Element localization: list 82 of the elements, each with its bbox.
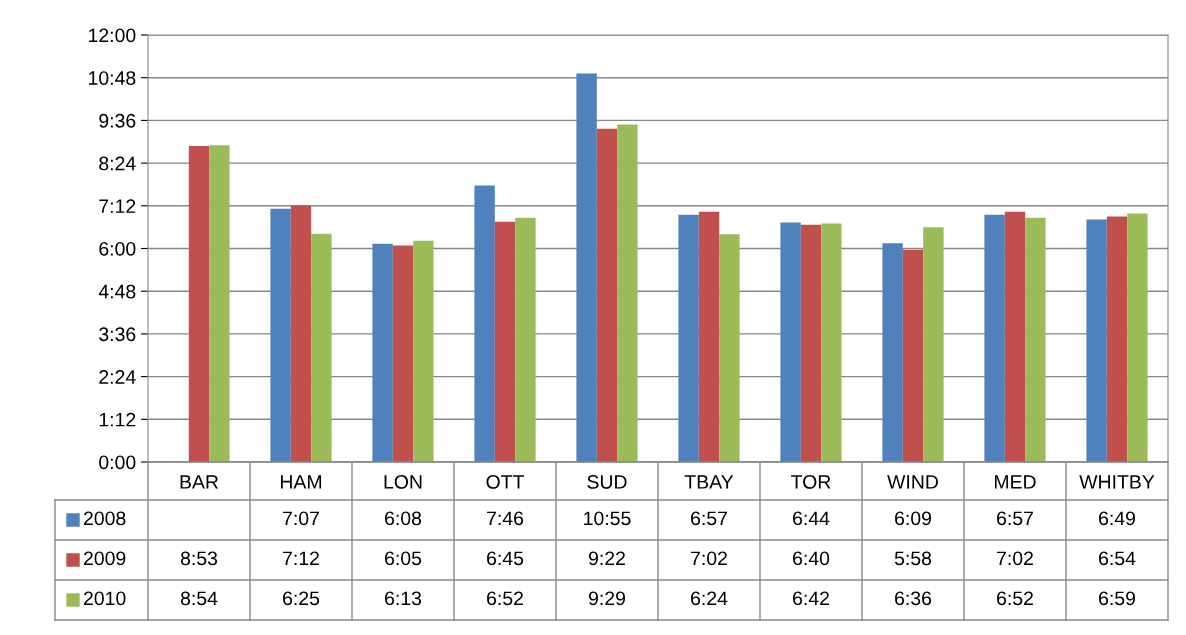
data-label: 7:46 bbox=[487, 511, 524, 526]
data-label: 6:54 bbox=[1099, 551, 1136, 566]
data-label: 6:59 bbox=[1099, 591, 1135, 606]
bar bbox=[188, 145, 210, 462]
bar bbox=[800, 224, 822, 462]
data-label: 6:24 bbox=[691, 591, 728, 606]
y-tick-label: 2:24 bbox=[99, 370, 136, 384]
bar bbox=[902, 249, 924, 462]
x-tick-label: BAR bbox=[180, 475, 219, 489]
y-tick-label: 0:00 bbox=[99, 455, 136, 470]
y-tick-label: 12:00 bbox=[89, 28, 136, 43]
bar bbox=[270, 208, 291, 462]
y-tick-label: 4:48 bbox=[98, 284, 136, 299]
bar bbox=[1025, 217, 1046, 462]
bar bbox=[617, 124, 638, 462]
bar bbox=[392, 245, 414, 462]
data-label: 8:53 bbox=[180, 551, 218, 566]
legend-label: 2010 bbox=[83, 591, 126, 606]
y-tick-label: 10:48 bbox=[89, 71, 136, 85]
x-tick-label: TBAY bbox=[684, 475, 734, 489]
data-label: 6:57 bbox=[997, 511, 1033, 526]
data-label: 7:07 bbox=[283, 511, 319, 526]
y-tick-label: 6:00 bbox=[99, 241, 136, 256]
bar bbox=[1106, 216, 1128, 462]
bar bbox=[719, 234, 740, 462]
data-label: 6:45 bbox=[487, 551, 524, 566]
data-label: 6:52 bbox=[487, 591, 523, 606]
bar bbox=[780, 222, 801, 462]
x-tick-label: SUD bbox=[587, 475, 627, 489]
data-label: 7:02 bbox=[997, 551, 1033, 566]
data-label: 6:36 bbox=[895, 591, 932, 606]
bar bbox=[1086, 219, 1107, 462]
bar bbox=[821, 223, 842, 462]
bar bbox=[290, 205, 312, 462]
data-label: 6:13 bbox=[385, 591, 422, 606]
data-label: 6:08 bbox=[385, 511, 422, 526]
bar bbox=[984, 214, 1005, 462]
data-label: 6:57 bbox=[691, 511, 727, 526]
x-tick-label: TOR bbox=[791, 475, 831, 489]
bar bbox=[1004, 211, 1026, 462]
bar bbox=[1127, 213, 1148, 462]
x-tick-label: MED bbox=[994, 475, 1036, 489]
data-label: 6:52 bbox=[997, 591, 1033, 606]
y-tick-label: 3:36 bbox=[99, 327, 136, 342]
data-label: 6:40 bbox=[793, 551, 830, 566]
bar bbox=[596, 128, 618, 462]
x-tick-label: OTT bbox=[486, 475, 524, 489]
bar bbox=[678, 214, 699, 462]
data-label: 9:29 bbox=[588, 591, 625, 606]
legend-label: 2008 bbox=[83, 511, 126, 526]
y-tick-label: 1:12 bbox=[99, 412, 136, 427]
bar bbox=[474, 185, 495, 462]
bar bbox=[698, 211, 720, 462]
data-label: 6:44 bbox=[793, 511, 830, 526]
x-tick-label: HAM bbox=[280, 475, 322, 489]
data-label: 10:55 bbox=[584, 511, 631, 526]
data-label: 6:25 bbox=[283, 591, 320, 606]
x-tick-label: LON bbox=[384, 475, 422, 489]
x-tick-label: WIND bbox=[887, 475, 938, 489]
data-label: 9:22 bbox=[588, 551, 625, 566]
bar bbox=[494, 221, 516, 462]
data-label: 6:42 bbox=[793, 591, 829, 606]
bar bbox=[515, 217, 536, 462]
data-label: 5:58 bbox=[894, 551, 932, 566]
bar bbox=[209, 145, 230, 462]
bar bbox=[923, 227, 944, 462]
data-label: 6:09 bbox=[895, 511, 931, 526]
data-label: 7:02 bbox=[691, 551, 727, 566]
bar bbox=[372, 243, 393, 462]
y-tick-label: 9:36 bbox=[99, 113, 136, 128]
y-tick-label: 7:12 bbox=[99, 199, 136, 213]
bar bbox=[413, 240, 434, 462]
y-tick-label: 8:24 bbox=[99, 156, 136, 171]
x-tick-label: WHITBY bbox=[1079, 475, 1155, 489]
data-label: 8:54 bbox=[180, 591, 218, 606]
legend-label: 2009 bbox=[83, 551, 126, 566]
bar bbox=[882, 243, 903, 462]
bar bbox=[576, 73, 597, 462]
data-label: 6:05 bbox=[385, 551, 422, 566]
bar bbox=[311, 233, 332, 462]
data-label: 7:12 bbox=[283, 551, 319, 566]
data-label: 6:49 bbox=[1099, 511, 1135, 526]
